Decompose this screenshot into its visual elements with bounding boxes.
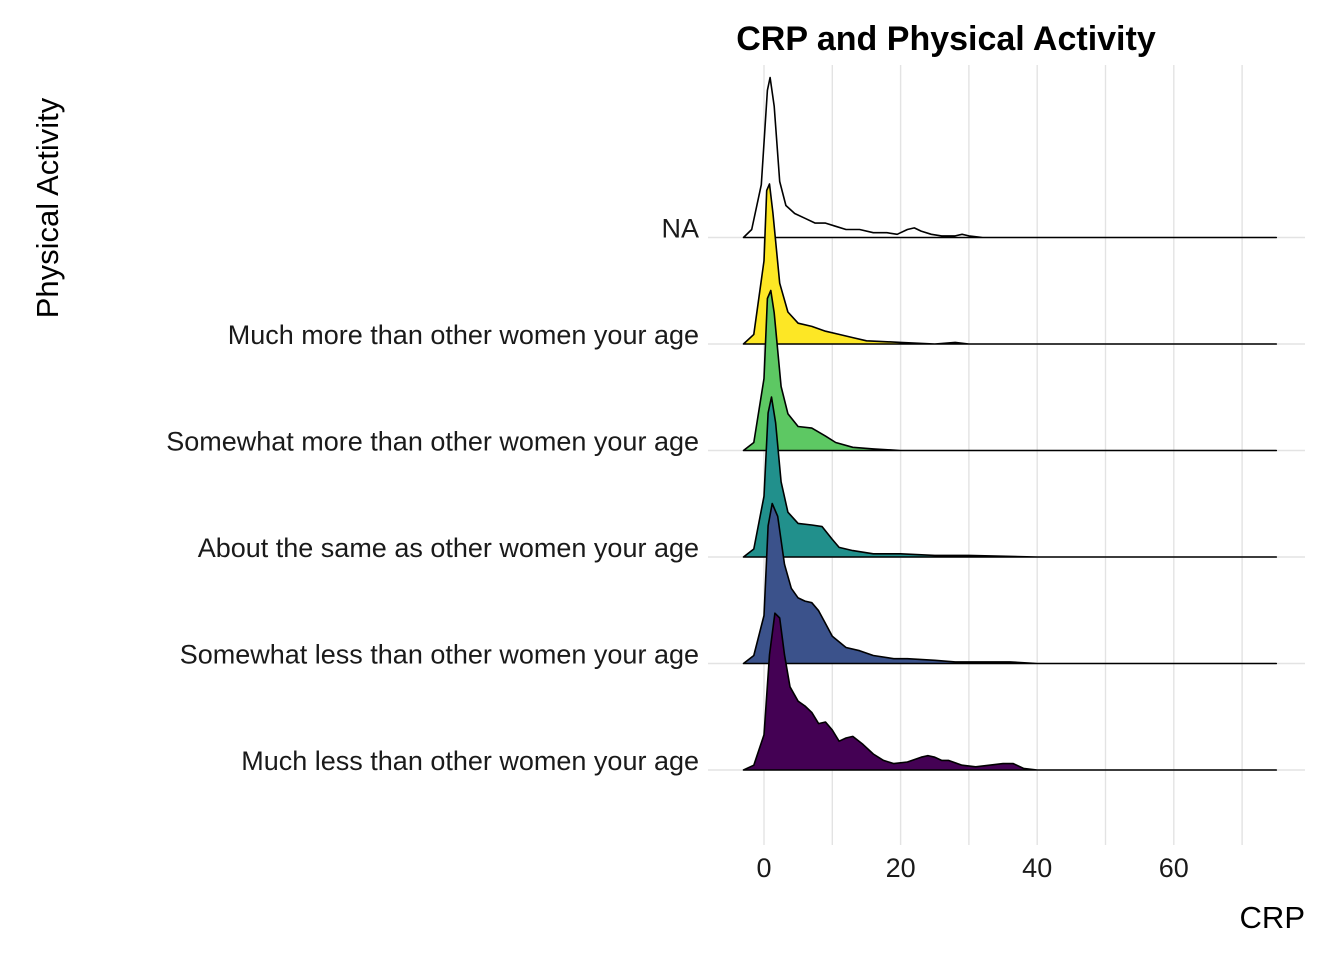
ridge-4	[742, 289, 1278, 452]
x-tick-labels: 0 20 40 60	[756, 853, 1188, 883]
x-axis-title: CRP	[1240, 900, 1305, 935]
ridge-6	[742, 76, 1278, 239]
y-tick-label: About the same as other women your age	[198, 533, 699, 563]
ridge-1	[742, 612, 1278, 771]
ridge-5	[742, 183, 1278, 345]
y-tick-label: Much more than other women your age	[228, 320, 699, 350]
x-tick-label: 20	[886, 853, 916, 883]
x-tick-label: 60	[1159, 853, 1189, 883]
y-tick-label: Much less than other women your age	[241, 746, 699, 776]
ridge-2	[742, 502, 1278, 665]
x-tick-label: 0	[756, 853, 771, 883]
y-tick-label: NA	[661, 214, 699, 244]
ridges	[742, 76, 1278, 771]
y-tick-label: Somewhat more than other women your age	[166, 427, 699, 457]
x-tick-label: 40	[1022, 853, 1052, 883]
ridge-3	[742, 396, 1278, 558]
y-tick-label: Somewhat less than other women your age	[180, 640, 699, 670]
y-axis-title: Physical Activity	[30, 97, 65, 318]
y-tick-labels: Much less than other women your age Somew…	[166, 214, 699, 777]
chart-title: CRP and Physical Activity	[736, 20, 1156, 58]
